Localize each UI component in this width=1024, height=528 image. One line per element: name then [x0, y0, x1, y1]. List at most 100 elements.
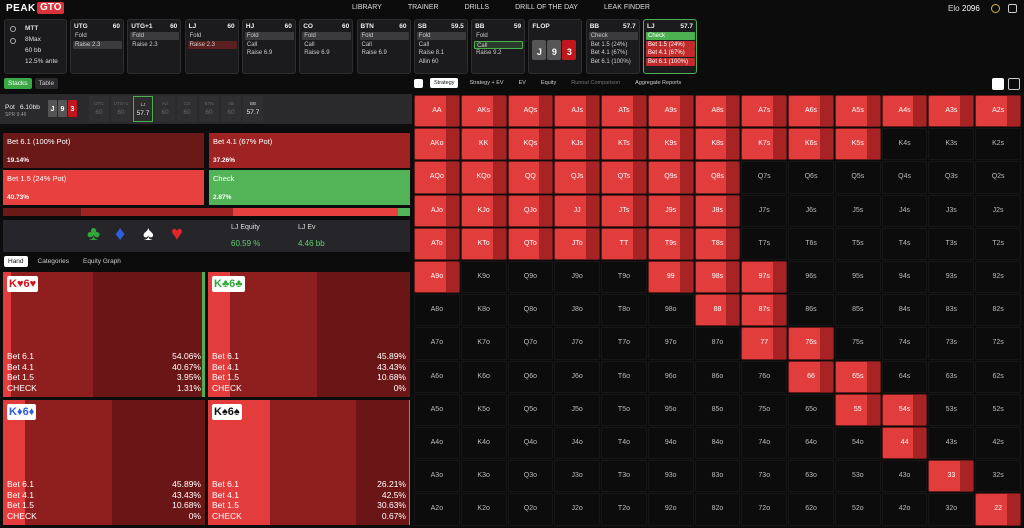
position-card[interactable]: BB 57.7 Check Bet 1.5 (24%) Bet 4.1 (67%) Bet…: [585, 19, 640, 74]
range-cell[interactable]: KTs: [601, 128, 647, 161]
range-cell[interactable]: 83s: [928, 294, 975, 327]
range-cell[interactable]: J8o: [554, 294, 601, 327]
range-cell[interactable]: 42o: [881, 493, 928, 526]
suit-icon[interactable]: ♦: [115, 223, 126, 245]
range-cell[interactable]: K2s: [975, 128, 1021, 161]
range-cell[interactable]: 44: [881, 427, 928, 460]
range-cell[interactable]: QJo: [507, 194, 554, 227]
range-cell[interactable]: 88: [694, 294, 741, 327]
range-cell[interactable]: J9o: [554, 261, 601, 294]
range-cell[interactable]: 53s: [928, 393, 975, 426]
action-option[interactable]: Bet 4.1 (67%): [590, 50, 628, 56]
position-card[interactable]: LJ 60 Fold Raise 2.3: [184, 19, 239, 74]
range-cell[interactable]: T3o: [601, 460, 647, 493]
position-card[interactable]: UTG+1 60 Fold Raise 2.3: [127, 19, 182, 74]
range-cell[interactable]: 95s: [834, 261, 881, 294]
tab[interactable]: Hand: [4, 256, 28, 267]
range-cell[interactable]: 85o: [694, 393, 741, 426]
suit-icon[interactable]: ♣: [87, 223, 101, 245]
tab[interactable]: Aggregate Reports: [635, 80, 682, 86]
range-cell[interactable]: 65s: [834, 360, 881, 393]
range-cell[interactable]: J6o: [554, 360, 601, 393]
range-cell[interactable]: 55: [834, 393, 881, 426]
range-cell[interactable]: 76o: [741, 360, 788, 393]
range-cell[interactable]: 32o: [928, 493, 975, 526]
range-cell[interactable]: J4o: [554, 427, 601, 460]
range-cell[interactable]: 73o: [741, 460, 788, 493]
action-option[interactable]: Call: [246, 41, 258, 48]
range-cell[interactable]: T2s: [975, 227, 1021, 260]
range-cell[interactable]: 62o: [788, 493, 834, 526]
action-box[interactable]: Bet 4.1 (67% Pot) 37.26%: [209, 133, 410, 168]
range-cell[interactable]: Q9o: [507, 261, 554, 294]
range-cell[interactable]: QTs: [601, 161, 647, 194]
range-cell[interactable]: KQs: [507, 128, 554, 161]
range-cell[interactable]: K7s: [741, 128, 788, 161]
range-cell[interactable]: A4s: [881, 95, 928, 128]
range-cell[interactable]: A8s: [694, 95, 741, 128]
action-option[interactable]: Raise 2.3: [132, 41, 158, 48]
range-cell[interactable]: 82s: [975, 294, 1021, 327]
range-cell[interactable]: 72o: [741, 493, 788, 526]
nav-link[interactable]: LIBRARY: [352, 4, 382, 11]
range-cell[interactable]: 33: [928, 460, 975, 493]
action-option[interactable]: Fold: [130, 32, 180, 40]
range-cell[interactable]: Q5o: [507, 393, 554, 426]
action-option[interactable]: Raise 2.3: [73, 40, 122, 49]
action-option[interactable]: Call: [474, 40, 524, 49]
range-cell[interactable]: 95o: [647, 393, 694, 426]
range-cell[interactable]: A3o: [414, 460, 460, 493]
range-cell[interactable]: 76s: [788, 327, 834, 360]
range-cell[interactable]: A5s: [834, 95, 881, 128]
range-cell[interactable]: 62s: [975, 360, 1021, 393]
range-cell[interactable]: 74o: [741, 427, 788, 460]
range-cell[interactable]: Q4s: [881, 161, 928, 194]
range-cell[interactable]: QQ: [507, 161, 554, 194]
range-cell[interactable]: A9o: [414, 261, 460, 294]
range-cell[interactable]: 84o: [694, 427, 741, 460]
action-option[interactable]: Fold: [476, 33, 488, 39]
range-cell[interactable]: AKo: [414, 128, 460, 161]
action-option[interactable]: Raise 2.3: [187, 40, 237, 49]
position-card[interactable]: HJ 60 Fold Call Raise 6.9: [241, 19, 296, 74]
range-cell[interactable]: J8s: [694, 194, 741, 227]
range-cell[interactable]: A4o: [414, 427, 460, 460]
range-cell[interactable]: KK: [460, 128, 507, 161]
range-cell[interactable]: 32s: [975, 460, 1021, 493]
range-cell[interactable]: QJs: [554, 161, 601, 194]
action-option[interactable]: Raise 9.2: [476, 50, 502, 56]
range-cell[interactable]: KJo: [460, 194, 507, 227]
range-cell[interactable]: T3s: [928, 227, 975, 260]
range-cell[interactable]: T5s: [834, 227, 881, 260]
range-cell[interactable]: J4s: [881, 194, 928, 227]
action-option[interactable]: Bet 1.5 (24%): [646, 40, 695, 49]
range-cell[interactable]: J5s: [834, 194, 881, 227]
range-cell[interactable]: 93s: [928, 261, 975, 294]
range-cell[interactable]: K6s: [788, 128, 834, 161]
position-card[interactable]: UTG 60 Fold Raise 2.3: [70, 19, 124, 74]
tab[interactable]: Table: [34, 78, 59, 89]
range-cell[interactable]: A7s: [741, 95, 788, 128]
range-cell[interactable]: 63o: [788, 460, 834, 493]
nav-link[interactable]: DRILL OF THE DAY: [515, 4, 578, 11]
action-box[interactable]: Bet 1.5 (24% Pot) 40.73%: [3, 170, 204, 205]
range-cell[interactable]: K8s: [694, 128, 741, 161]
range-cell[interactable]: K7o: [460, 327, 507, 360]
range-cell[interactable]: 75o: [741, 393, 788, 426]
range-cell[interactable]: A2s: [975, 95, 1021, 128]
range-cell[interactable]: 86s: [788, 294, 834, 327]
action-option[interactable]: Call: [361, 41, 372, 48]
range-cell[interactable]: T9o: [601, 261, 647, 294]
range-cell[interactable]: T4s: [881, 227, 928, 260]
range-cell[interactable]: 96o: [647, 360, 694, 393]
range-cell[interactable]: K3s: [928, 128, 975, 161]
range-cell[interactable]: 73s: [928, 327, 975, 360]
action-option[interactable]: Raise 8.1: [418, 50, 445, 56]
range-cell[interactable]: T6o: [601, 360, 647, 393]
range-cell[interactable]: Q5s: [834, 161, 881, 194]
range-cell[interactable]: 52s: [975, 393, 1021, 426]
range-cell[interactable]: K4o: [460, 427, 507, 460]
action-option[interactable]: Raise 6.9: [246, 50, 273, 56]
action-option[interactable]: Call: [304, 41, 315, 48]
range-cell[interactable]: 93o: [647, 460, 694, 493]
